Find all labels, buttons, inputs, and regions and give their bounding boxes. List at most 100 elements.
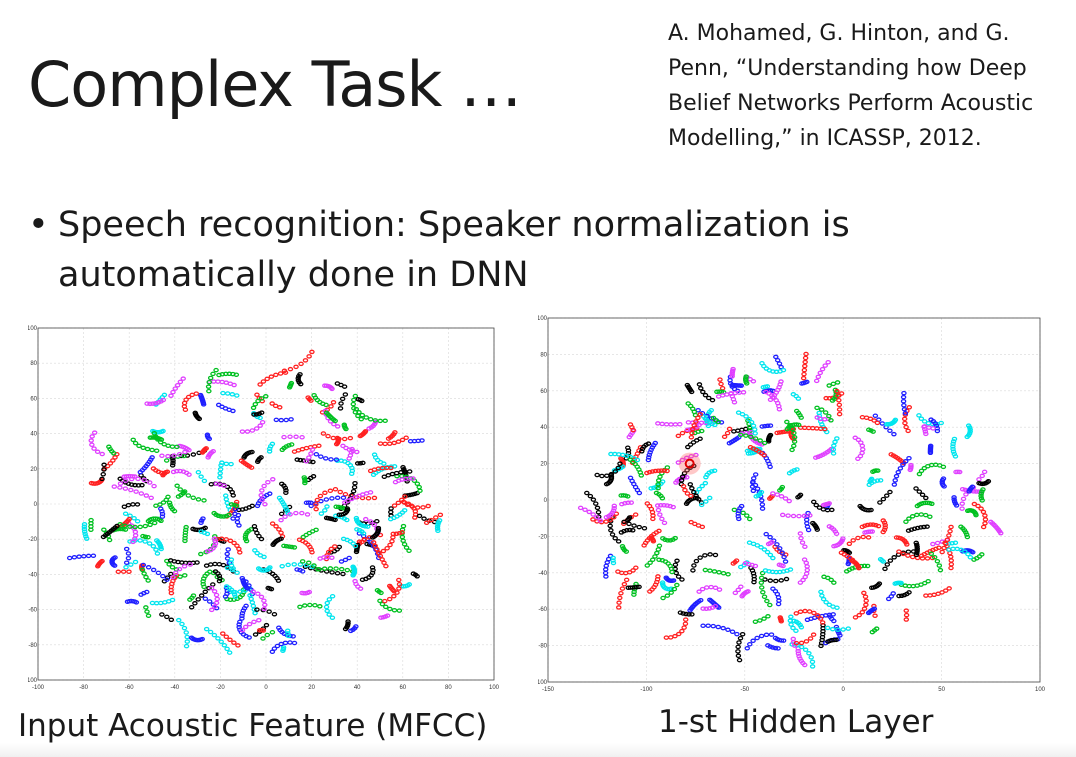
data-point	[296, 537, 303, 542]
data-point	[906, 405, 913, 410]
y-tick-label: -40	[538, 571, 547, 577]
data-point	[712, 585, 719, 591]
data-point	[906, 590, 912, 595]
data-point	[268, 586, 275, 592]
data-point	[826, 396, 833, 401]
data-point	[693, 452, 699, 458]
data-point	[254, 550, 260, 556]
data-point	[327, 488, 334, 494]
data-point	[260, 636, 266, 641]
data-point	[220, 390, 226, 396]
data-point	[236, 523, 242, 528]
data-point	[278, 417, 285, 423]
data-point	[866, 482, 872, 488]
data-point	[822, 426, 828, 432]
data-point	[153, 448, 160, 453]
data-point	[182, 573, 188, 578]
data-point	[391, 440, 397, 446]
data-point	[760, 589, 766, 595]
data-point	[168, 617, 175, 623]
data-point	[185, 493, 192, 498]
data-point	[333, 566, 339, 571]
data-point	[423, 520, 430, 526]
data-point	[875, 523, 882, 529]
data-point	[658, 502, 664, 508]
data-point	[880, 529, 886, 535]
data-point	[862, 523, 868, 528]
data-point	[767, 602, 773, 608]
data-point	[861, 606, 868, 611]
data-point	[767, 464, 773, 470]
data-point	[401, 500, 408, 505]
data-point	[211, 510, 217, 516]
data-point	[803, 639, 810, 644]
data-point	[724, 430, 731, 436]
data-point	[823, 395, 829, 401]
bottom-edge	[0, 743, 1076, 757]
data-point	[318, 511, 325, 516]
data-point	[948, 524, 954, 530]
data-point	[322, 456, 329, 461]
scatter-points	[66, 349, 444, 655]
data-point	[271, 611, 278, 617]
data-point	[617, 461, 623, 466]
data-point	[738, 432, 744, 438]
data-point	[127, 524, 133, 529]
data-point	[687, 482, 694, 487]
data-point	[873, 626, 880, 631]
data-point	[739, 593, 745, 599]
y-tick-label: 40	[30, 432, 37, 438]
data-point	[708, 407, 715, 413]
data-point	[710, 623, 716, 629]
data-point	[664, 503, 670, 508]
data-point	[310, 474, 317, 479]
data-point	[688, 493, 694, 499]
data-point	[861, 590, 867, 596]
data-point	[159, 612, 165, 617]
data-point	[632, 512, 639, 517]
data-point	[702, 392, 709, 398]
data-point	[752, 436, 759, 441]
data-point	[314, 497, 321, 503]
y-tick-label: 20	[30, 467, 37, 473]
data-point	[251, 523, 258, 529]
data-point	[128, 562, 134, 567]
data-point	[690, 426, 696, 432]
data-point	[231, 640, 237, 645]
data-point	[117, 526, 124, 532]
data-point	[213, 592, 220, 598]
data-point	[802, 608, 808, 614]
data-point	[283, 488, 289, 493]
data-point	[222, 594, 229, 599]
data-point	[385, 436, 392, 441]
data-point	[685, 401, 691, 406]
data-point	[909, 514, 916, 519]
data-point	[653, 490, 660, 496]
data-point	[705, 623, 711, 628]
data-point	[372, 418, 379, 423]
data-point	[184, 639, 191, 644]
data-point	[898, 593, 905, 599]
data-point	[206, 585, 212, 591]
data-point	[229, 392, 236, 397]
data-point	[117, 481, 124, 486]
data-point	[359, 412, 366, 418]
data-point	[387, 516, 394, 522]
data-point	[225, 547, 231, 552]
data-point	[964, 508, 971, 514]
data-point	[616, 605, 622, 610]
data-point	[738, 503, 745, 509]
data-point	[425, 503, 431, 509]
data-point	[434, 524, 441, 529]
y-tick-label: 100	[538, 316, 548, 322]
data-point	[223, 513, 230, 519]
data-point	[735, 653, 742, 659]
data-point	[963, 492, 969, 497]
data-point	[283, 543, 290, 549]
data-point	[399, 497, 405, 503]
data-point	[310, 459, 316, 465]
data-point	[946, 547, 952, 552]
data-point	[302, 603, 308, 608]
data-point	[679, 577, 685, 582]
data-point	[158, 437, 165, 442]
